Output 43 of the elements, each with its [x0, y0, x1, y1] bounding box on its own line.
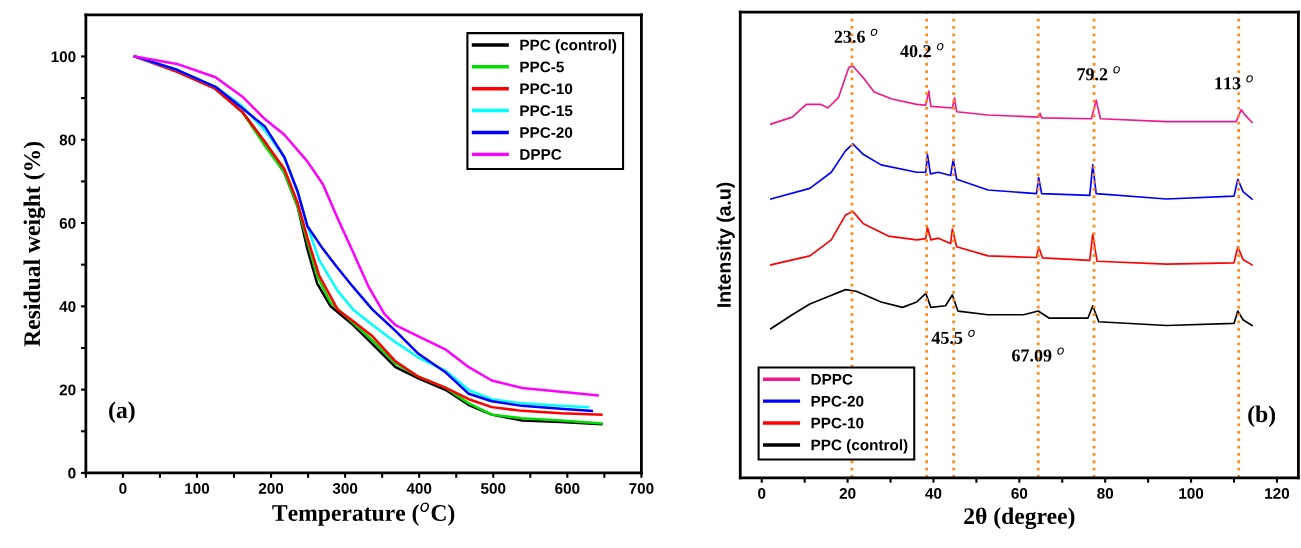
y-tick-label: 40 — [59, 301, 76, 313]
y-tick-label: 20 — [59, 384, 76, 396]
y-axis-title: Residual weight (%) — [23, 141, 46, 347]
annotation: 79.2 $^{o}$ — [1077, 66, 1120, 81]
legend-label: PPC-10 — [811, 417, 864, 429]
x-tick-label: 0 — [758, 487, 766, 499]
x-axis-title: 2θ (degree) — [964, 507, 1075, 530]
x-tick-label: 20 — [839, 487, 856, 499]
y-tick-label: 80 — [59, 134, 76, 146]
annotation: 67.09 $^{o}$ — [1012, 347, 1064, 362]
x-tick-label: 200 — [258, 483, 284, 494]
x-tick-label: 700 — [629, 483, 654, 494]
x-tick-label: 0 — [119, 483, 127, 494]
legend-label: PPC-5 — [520, 61, 564, 73]
x-tick-label: 40 — [925, 487, 942, 499]
x-axis-title: Temperature ($^{o}$C) — [272, 502, 455, 526]
annotation: (b) — [1248, 405, 1276, 427]
x-tick-label: 80 — [1097, 487, 1114, 499]
x-tick-label: 100 — [185, 483, 210, 494]
legend-label: PPC-10 — [520, 83, 573, 95]
x-tick-label: 400 — [406, 483, 432, 494]
legend-label: DPPC — [520, 149, 562, 160]
x-tick-label: 600 — [555, 483, 580, 494]
y-tick-label: 60 — [59, 217, 76, 229]
legend-label: PPC-20 — [811, 395, 864, 407]
annotation: (a) — [109, 401, 135, 423]
annotation: 40.2 $^{o}$ — [900, 43, 944, 58]
legend-label: PPC-15 — [520, 105, 573, 117]
x-tick-label: 300 — [332, 483, 358, 494]
x-tick-label: 500 — [480, 483, 506, 494]
legend-label: PPC-20 — [520, 127, 573, 138]
annotation: 113 $^{o}$ — [1215, 75, 1253, 90]
legend-label: DPPC — [811, 373, 853, 385]
x-tick-label: 120 — [1265, 487, 1290, 499]
y-axis-title: Intensity (a.u) — [716, 182, 735, 307]
y-tick-label: 0 — [68, 467, 76, 479]
x-tick-label: 60 — [1011, 487, 1028, 499]
legend-label: PPC (control) — [811, 439, 908, 454]
legend-label: PPC (control) — [520, 39, 617, 54]
y-tick-label: 100 — [51, 51, 76, 63]
annotation: 45.5 $^{o}$ — [931, 329, 975, 344]
annotation: 23.6 $^{o}$ — [834, 28, 878, 43]
x-tick-label: 100 — [1179, 487, 1204, 499]
